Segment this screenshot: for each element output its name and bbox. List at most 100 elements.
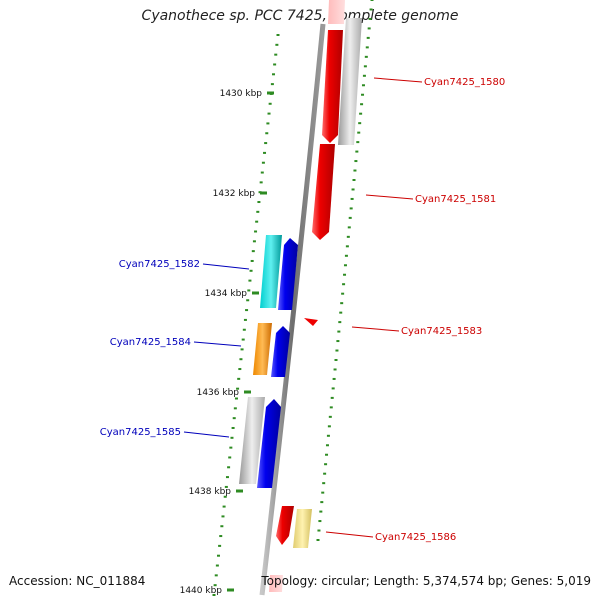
track-dot-1-57 <box>316 539 320 541</box>
track-dot-1-43 <box>329 406 333 409</box>
track-dot-1-9 <box>361 84 365 87</box>
scale-tick-label: 1436 kbp <box>197 388 240 398</box>
track-dot-1-30 <box>342 283 346 286</box>
scale-tick-label: 1432 kbp <box>213 189 256 199</box>
track-dot-0-50 <box>220 525 224 528</box>
dotted-tracks <box>212 0 374 596</box>
track-dot-0-12 <box>263 151 267 154</box>
topology-summary: Topology: circular; Length: 5,374,574 bp… <box>261 574 591 588</box>
track-dot-1-32 <box>340 302 344 305</box>
gene-label-cyan7425-1580[interactable]: Cyan7425_1580 <box>424 77 505 88</box>
track-dot-1-10 <box>361 93 365 96</box>
track-dot-1-17 <box>354 160 358 163</box>
track-dot-1-13 <box>358 122 362 125</box>
track-dot-0-40 <box>231 426 235 429</box>
track-dot-1-44 <box>328 415 332 418</box>
track-dot-0-33 <box>239 358 243 361</box>
track-dot-1-0 <box>370 0 374 1</box>
track-dot-1-21 <box>350 197 354 200</box>
track-dot-1-11 <box>360 103 364 106</box>
track-dot-0-11 <box>264 142 268 145</box>
track-dot-0-26 <box>247 289 251 292</box>
track-dot-1-31 <box>341 292 345 295</box>
track-dot-0-41 <box>230 436 234 439</box>
track-dot-1-27 <box>344 254 348 257</box>
gene-cyan7425-1580 <box>322 30 343 143</box>
track-dot-1-28 <box>343 264 347 267</box>
track-dot-0-3 <box>273 63 277 66</box>
track-dot-1-48 <box>325 453 329 456</box>
gene-label-cyan7425-1585[interactable]: Cyan7425_1585 <box>100 427 181 438</box>
track-dot-0-15 <box>259 181 263 184</box>
track-dot-0-46 <box>224 485 228 488</box>
track-dot-1-55 <box>318 520 322 523</box>
track-dot-0-57 <box>212 594 216 596</box>
track-dot-1-41 <box>331 387 335 390</box>
gene-label-cyan7425-1584[interactable]: Cyan7425_1584 <box>110 337 191 348</box>
gene-label-cyan7425-1583[interactable]: Cyan7425_1583 <box>401 326 482 337</box>
track-dot-0-56 <box>213 584 217 587</box>
gene-cyan7425-1585 <box>239 397 265 484</box>
gene-label-cyan7425-1582[interactable]: Cyan7425_1582 <box>119 259 200 270</box>
track-dot-1-38 <box>334 359 338 361</box>
track-dot-0-35 <box>237 377 241 380</box>
track-dot-1-2 <box>368 17 372 20</box>
map-title: Cyanothece sp. PCC 7425, complete genome <box>141 8 459 24</box>
gene-cyan7425-1584 <box>253 323 272 375</box>
track-dot-1-40 <box>332 377 336 380</box>
track-dot-0-53 <box>216 554 220 557</box>
scale-tick-label: 1438 kbp <box>189 487 232 497</box>
track-dot-1-18 <box>353 169 357 172</box>
scale-tick-mark-0 <box>267 91 274 95</box>
track-dot-0-30 <box>242 328 246 331</box>
track-dot-1-16 <box>355 150 359 153</box>
track-dot-0-10 <box>265 132 269 135</box>
track-dot-1-47 <box>325 444 329 447</box>
gene-blue-3 <box>257 399 281 488</box>
track-dot-1-5 <box>365 46 369 49</box>
track-dot-1-35 <box>337 330 341 333</box>
track-dot-1-49 <box>324 463 328 466</box>
track-dot-1-54 <box>319 510 323 513</box>
track-dot-1-56 <box>317 529 321 532</box>
track-dot-0-1 <box>275 43 279 46</box>
gene-gray-top <box>338 18 362 145</box>
track-dot-1-51 <box>322 482 326 485</box>
track-dot-1-33 <box>339 311 343 314</box>
track-dot-1-42 <box>330 396 334 399</box>
track-dot-1-14 <box>357 131 361 134</box>
track-dot-1-4 <box>366 36 370 39</box>
track-dot-1-25 <box>346 235 350 238</box>
track-dot-0-9 <box>266 122 270 125</box>
track-dot-0-14 <box>260 171 264 174</box>
gene-label-cyan7425-1586[interactable]: Cyan7425_1586 <box>375 532 456 543</box>
track-dot-1-36 <box>336 340 340 343</box>
track-dot-0-42 <box>229 446 233 449</box>
track-dot-0-13 <box>261 161 265 164</box>
gene-cyan7425-1586 <box>293 509 312 548</box>
track-dot-0-32 <box>240 348 244 351</box>
leader-line-cyan7425-1584 <box>193 341 242 347</box>
track-dot-1-24 <box>347 226 351 229</box>
scale-ticks: 1430 kbp 1432 kbp 1434 kbp 1436 kbp 1438 kbp… <box>180 89 274 596</box>
leader-line-cyan7425-1586 <box>325 531 374 538</box>
scale-tick-mark-3 <box>244 390 251 394</box>
scale-tick-mark-1 <box>260 191 267 195</box>
track-dot-0-36 <box>236 387 240 390</box>
gene-labels: Cyan7425_1580 Cyan7425_1581 Cyan7425_1583 C… <box>100 77 506 543</box>
track-dot-0-44 <box>227 466 231 469</box>
track-dot-0-0 <box>276 34 280 36</box>
track-dot-0-25 <box>248 279 252 282</box>
track-dot-1-39 <box>333 368 337 371</box>
track-dot-0-51 <box>219 535 223 538</box>
leader-line-cyan7425-1585 <box>183 431 230 438</box>
track-dot-1-29 <box>343 273 347 276</box>
track-dot-1-45 <box>327 425 331 428</box>
track-dot-0-8 <box>267 112 271 115</box>
gene-label-cyan7425-1581[interactable]: Cyan7425_1581 <box>415 194 496 205</box>
track-dot-1-26 <box>345 245 349 248</box>
track-dot-1-46 <box>326 434 330 437</box>
track-dot-0-21 <box>252 240 256 243</box>
track-dot-0-55 <box>214 574 218 577</box>
gene-blue-1 <box>278 238 298 310</box>
